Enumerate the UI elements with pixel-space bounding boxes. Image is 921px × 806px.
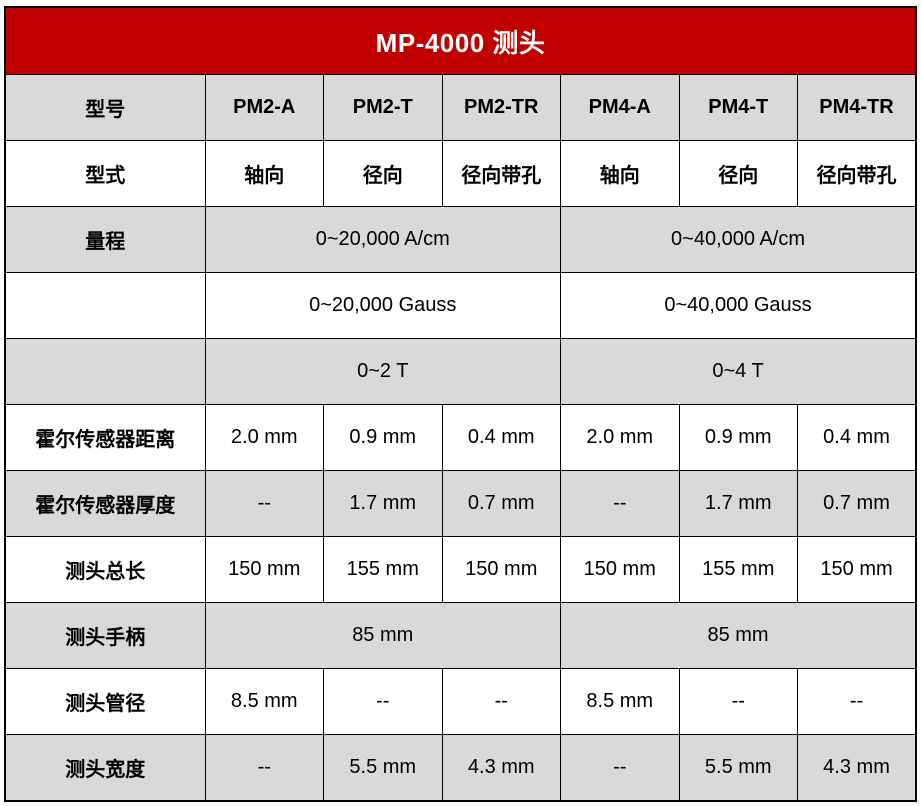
value-cell: 4.3 mm (441, 734, 561, 801)
row-label: 测头总长 (4, 536, 206, 603)
value-cell: 150 mm (441, 536, 561, 603)
value-cell: 5.5 mm (323, 734, 443, 801)
spec-table: MP-4000 测头 型号 PM2-A PM2-T PM2-TR PM4-A P… (4, 6, 918, 802)
type-cell: 轴向 (560, 140, 680, 207)
value-cell: -- (797, 668, 917, 735)
type-cell: 径向 (323, 140, 443, 207)
value-cell: 2.0 mm (204, 404, 324, 471)
value-cell: -- (560, 734, 680, 801)
model-header-cell: PM4-A (560, 74, 680, 141)
value-cell: 8.5 mm (560, 668, 680, 735)
value-cell: 1.7 mm (678, 470, 798, 537)
row-label (4, 338, 206, 405)
model-header-cell: PM4-T (678, 74, 798, 141)
row-label: 型号 (4, 74, 206, 141)
type-cell: 轴向 (204, 140, 324, 207)
row-hall-thickness: 霍尔传感器厚度 -- 1.7 mm 0.7 mm -- 1.7 mm 0.7 m… (4, 470, 917, 537)
table-title-row: MP-4000 测头 (4, 6, 917, 75)
value-cell: 5.5 mm (678, 734, 798, 801)
value-cell: 0.7 mm (797, 470, 917, 537)
row-type: 型式 轴向 径向 径向带孔 轴向 径向 径向带孔 (4, 140, 917, 207)
row-range-tesla: 0~2 T 0~4 T (4, 338, 917, 405)
range-cell: 0~2 T (204, 338, 561, 405)
value-cell: 155 mm (678, 536, 798, 603)
value-cell: 0.7 mm (441, 470, 561, 537)
value-cell: 150 mm (204, 536, 324, 603)
value-cell: 150 mm (560, 536, 680, 603)
model-header-cell: PM2-T (323, 74, 443, 141)
range-cell: 0~40,000 Gauss (560, 272, 917, 339)
range-cell: 0~4 T (560, 338, 917, 405)
range-cell: 0~20,000 A/cm (204, 206, 561, 273)
type-cell: 径向 (678, 140, 798, 207)
value-cell: -- (678, 668, 798, 735)
value-cell: -- (323, 668, 443, 735)
value-cell: 85 mm (560, 602, 917, 669)
row-hall-distance: 霍尔传感器距离 2.0 mm 0.9 mm 0.4 mm 2.0 mm 0.9 … (4, 404, 917, 471)
row-label: 型式 (4, 140, 206, 207)
value-cell: -- (204, 734, 324, 801)
row-probe-handle: 测头手柄 85 mm 85 mm (4, 602, 917, 669)
row-range-acm: 量程 0~20,000 A/cm 0~40,000 A/cm (4, 206, 917, 273)
row-model: 型号 PM2-A PM2-T PM2-TR PM4-A PM4-T PM4-TR (4, 74, 917, 141)
value-cell: 155 mm (323, 536, 443, 603)
row-label: 测头手柄 (4, 602, 206, 669)
model-header-cell: PM2-TR (441, 74, 561, 141)
type-cell: 径向带孔 (797, 140, 917, 207)
range-cell: 0~40,000 A/cm (560, 206, 917, 273)
model-header-cell: PM2-A (204, 74, 324, 141)
value-cell: 85 mm (204, 602, 561, 669)
row-label: 霍尔传感器距离 (4, 404, 206, 471)
value-cell: 0.4 mm (797, 404, 917, 471)
row-range-gauss: 0~20,000 Gauss 0~40,000 Gauss (4, 272, 917, 339)
value-cell: 4.3 mm (797, 734, 917, 801)
table-title: MP-4000 测头 (4, 6, 917, 75)
row-label: 测头管径 (4, 668, 206, 735)
type-cell: 径向带孔 (441, 140, 561, 207)
row-label (4, 272, 206, 339)
model-header-cell: PM4-TR (797, 74, 917, 141)
value-cell: 1.7 mm (323, 470, 443, 537)
row-label: 测头宽度 (4, 734, 206, 801)
value-cell: 0.9 mm (678, 404, 798, 471)
value-cell: 0.4 mm (441, 404, 561, 471)
range-cell: 0~20,000 Gauss (204, 272, 561, 339)
value-cell: 0.9 mm (323, 404, 443, 471)
value-cell: -- (560, 470, 680, 537)
value-cell: 150 mm (797, 536, 917, 603)
row-probe-width: 测头宽度 -- 5.5 mm 4.3 mm -- 5.5 mm 4.3 mm (4, 734, 917, 801)
row-probe-length: 测头总长 150 mm 155 mm 150 mm 150 mm 155 mm … (4, 536, 917, 603)
row-label: 量程 (4, 206, 206, 273)
value-cell: 2.0 mm (560, 404, 680, 471)
row-label: 霍尔传感器厚度 (4, 470, 206, 537)
value-cell: 8.5 mm (204, 668, 324, 735)
value-cell: -- (204, 470, 324, 537)
row-probe-diameter: 测头管径 8.5 mm -- -- 8.5 mm -- -- (4, 668, 917, 735)
value-cell: -- (441, 668, 561, 735)
